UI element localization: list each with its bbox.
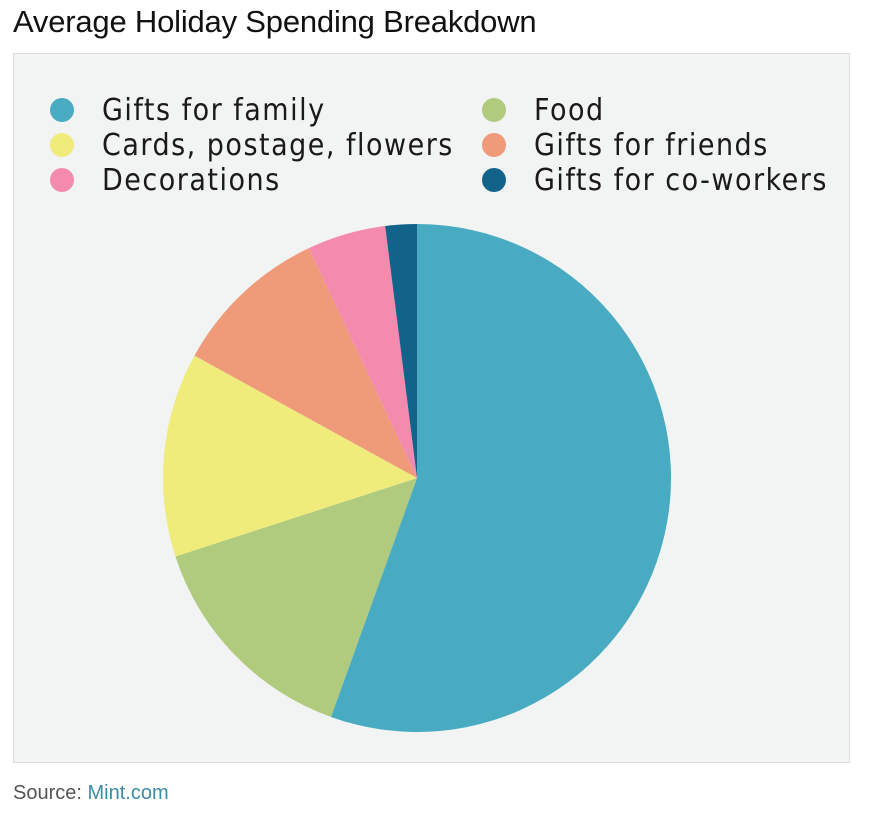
legend-label: Food [534,92,605,128]
legend-swatch [482,98,506,122]
legend-item-decorations: Decorations [50,162,281,198]
pie-slice-gifts-for-co-workers [385,224,417,478]
pie-slice-gifts-for-friends [194,248,417,478]
legend-label: Gifts for friends [534,127,769,163]
legend-swatch [50,98,74,122]
pie-slice-cards-postage-flowers [162,355,417,557]
legend-item-gifts-for-co-workers: Gifts for co-workers [482,162,828,198]
pie-chart [162,224,672,732]
pie-slice-gifts-for-family [330,224,672,732]
legend-item-cards-postage-flowers: Cards, postage, flowers [50,127,454,163]
source-note: Source: Mint.com [13,782,169,805]
legend-item-gifts-for-family: Gifts for family [50,92,326,128]
legend-label: Gifts for family [102,92,326,128]
legend: Gifts for family Food Cards, postage, fl… [14,54,849,214]
chart-title: Average Holiday Spending Breakdown [13,4,537,39]
pie-slice-decorations [308,226,417,478]
legend-swatch [50,133,74,157]
legend-item-food: Food [482,92,605,128]
legend-swatch [482,133,506,157]
legend-label: Gifts for co-workers [534,162,828,198]
legend-swatch [482,168,506,192]
legend-swatch [50,168,74,192]
chart-panel: Gifts for family Food Cards, postage, fl… [13,53,850,763]
source-link[interactable]: Mint.com [87,782,169,804]
legend-label: Cards, postage, flowers [102,127,454,163]
pie-slice-food [175,478,417,717]
source-label: Source: [13,782,82,804]
legend-label: Decorations [102,162,281,198]
legend-item-gifts-for-friends: Gifts for friends [482,127,769,163]
